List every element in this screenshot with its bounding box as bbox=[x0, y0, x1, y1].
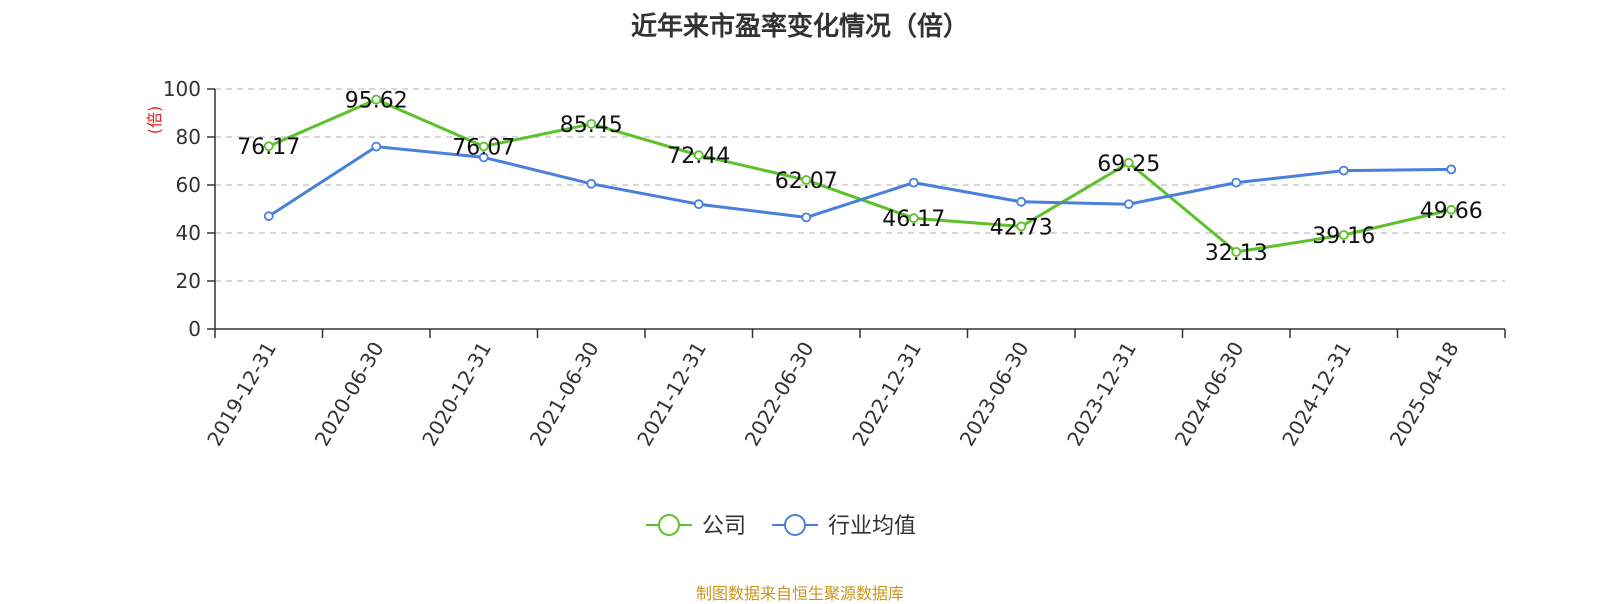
point-1-6 bbox=[908, 177, 919, 188]
y-tick-label-100: 100 bbox=[163, 77, 201, 101]
point-1-8 bbox=[1123, 199, 1134, 210]
y-tick-label-0: 0 bbox=[188, 317, 201, 341]
x-tick-label-2022-06-30: 2022-06-30 bbox=[740, 338, 819, 451]
point-1-7 bbox=[1016, 196, 1027, 207]
point-1-11 bbox=[1446, 164, 1457, 175]
legend-label-1: 行业均值 bbox=[828, 514, 916, 539]
series-line-1 bbox=[267, 145, 1452, 219]
data-label-0-9: 32.13 bbox=[1205, 241, 1268, 266]
data-label-0-2: 76.07 bbox=[452, 135, 515, 160]
data-label-0-1: 95.62 bbox=[345, 89, 408, 114]
x-tick-label-2024-06-30: 2024-06-30 bbox=[1170, 338, 1249, 451]
x-tick-label-2020-06-30: 2020-06-30 bbox=[310, 338, 389, 451]
data-label-0-0: 76.17 bbox=[237, 135, 300, 160]
point-0-10 bbox=[1338, 230, 1349, 240]
data-label-0-6: 46.17 bbox=[882, 207, 945, 232]
grid-lines bbox=[215, 88, 1505, 282]
point-0-1 bbox=[371, 94, 382, 105]
point-0-5 bbox=[801, 175, 812, 185]
data-label-0-8: 69.25 bbox=[1097, 152, 1160, 177]
x-tick-label-2020-12-31: 2020-12-31 bbox=[417, 338, 496, 451]
x-tick-label-2023-06-30: 2023-06-30 bbox=[955, 338, 1034, 451]
point-1-4 bbox=[693, 199, 704, 210]
data-label-0-7: 42.73 bbox=[990, 215, 1053, 240]
point-0-4 bbox=[693, 150, 704, 161]
data-labels-layer: 76.17 95.62 76.07 85.45 72.44 62.07 46.17 42.73… bbox=[237, 89, 1482, 266]
point-1-5 bbox=[801, 212, 812, 223]
series-line-0 bbox=[268, 98, 1452, 254]
axes: 0 20 40 60 80 100 (倍) 2019-12-31 2020-06-30 2020-… bbox=[145, 77, 1506, 451]
point-1-1 bbox=[371, 141, 382, 152]
legend-marker-0 bbox=[658, 514, 680, 536]
point-0-2 bbox=[478, 141, 489, 152]
data-label-0-5: 62.07 bbox=[775, 169, 838, 194]
chart-title: 近年来市盈率变化情况（倍） bbox=[630, 12, 969, 42]
data-label-0-3: 85.45 bbox=[560, 113, 623, 138]
y-tick-label-80: 80 bbox=[176, 125, 201, 149]
x-tick-label-2025-04-18: 2025-04-18 bbox=[1385, 338, 1464, 451]
point-0-8 bbox=[1123, 157, 1134, 168]
source-note: 制图数据来自恒生聚源数据库 bbox=[695, 584, 904, 603]
legend-label-0: 公司 bbox=[702, 514, 746, 539]
y-tick-label-60: 60 bbox=[176, 173, 201, 197]
point-0-9 bbox=[1231, 246, 1242, 257]
x-tick-label-2023-12-31: 2023-12-31 bbox=[1062, 338, 1141, 451]
point-1-9 bbox=[1231, 177, 1242, 188]
y-tick-label-40: 40 bbox=[176, 221, 201, 245]
x-tick-label-2022-12-31: 2022-12-31 bbox=[847, 338, 926, 451]
point-0-7 bbox=[1016, 221, 1027, 232]
point-1-0 bbox=[263, 211, 274, 222]
data-label-0-10: 39.16 bbox=[1312, 224, 1375, 249]
data-label-0-11: 49.66 bbox=[1420, 199, 1483, 224]
legend-marker-1 bbox=[784, 514, 806, 536]
legend[interactable]: 公司 行业均值 bbox=[646, 514, 916, 539]
x-tick-label-2024-12-31: 2024-12-31 bbox=[1277, 338, 1356, 451]
point-0-0 bbox=[263, 141, 274, 152]
point-0-6 bbox=[908, 213, 919, 224]
data-label-0-4: 72.44 bbox=[667, 144, 730, 169]
point-0-3 bbox=[586, 119, 597, 129]
y-tick-label-20: 20 bbox=[176, 269, 201, 293]
x-tick-label-2021-06-30: 2021-06-30 bbox=[525, 338, 604, 451]
point-1-10 bbox=[1338, 165, 1349, 176]
point-0-11 bbox=[1446, 204, 1457, 215]
x-tick-label-2019-12-31: 2019-12-31 bbox=[202, 338, 281, 451]
y-axis-label: (倍) bbox=[145, 106, 164, 135]
point-1-3 bbox=[586, 178, 597, 189]
point-1-2 bbox=[478, 152, 489, 163]
x-tick-label-2021-12-31: 2021-12-31 bbox=[632, 338, 711, 451]
series-layer bbox=[263, 94, 1457, 257]
